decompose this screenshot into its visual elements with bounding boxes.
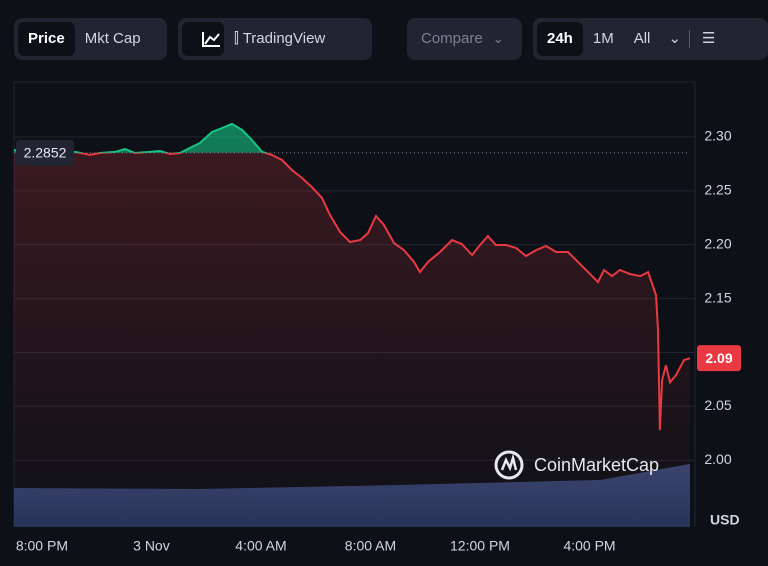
line-chart-button[interactable] [182,22,224,56]
price-line-up [13,122,269,153]
x-tick-label: 12:00 PM [450,538,510,554]
y-tick-label: 2.25 [704,182,731,198]
watermark: CoinMarketCap [494,450,659,480]
range-toggle: 24h 1M All ⌄ ☰ [533,18,768,60]
area-up [14,123,690,153]
x-tick-label: 8:00 AM [345,538,396,554]
y-tick-label: 2.30 [704,128,731,144]
divider [688,30,690,48]
range-1m-button[interactable]: 1M [592,30,614,47]
line-icon [202,32,220,47]
x-tick-label: 8:00 PM [16,538,68,554]
baseline-label: 2.2852 [24,145,67,161]
chart-style-toggle: ⫿ TradingView [178,18,372,60]
y-tick-label: 2.05 [704,397,731,413]
metric-toggle: Price Mkt Cap [14,18,167,60]
range-dropdown[interactable]: ⌄ [668,30,681,47]
last-price-tag [697,345,741,372]
baseline-tag [16,139,74,166]
compare-label: Compare [421,30,483,47]
x-tick-label: 4:00 PM [563,538,615,554]
price-line-down [23,152,691,431]
tradingview-button[interactable]: ⫿ TradingView [224,22,335,56]
y-tick-label: 2.00 [704,451,731,467]
y-tick-label: 2.10 [704,343,731,359]
area-down [14,152,690,527]
chevron: ⌄ [492,31,504,46]
watermark-text: CoinMarketCap [534,455,659,475]
range-24h-button[interactable]: 24h [537,22,583,56]
settings-button[interactable]: ☰ [701,30,716,47]
y-tick-label: 2.15 [704,289,731,305]
price-button[interactable]: Price [18,22,75,56]
currency-label: USD [710,512,740,528]
x-tick-label: 4:00 AM [235,538,286,554]
compare-dropdown[interactable]: Compare ⌄ [407,18,522,60]
range-all-button[interactable]: All [633,30,651,47]
last-price-label: 2.09 [705,350,732,366]
candle-icon: ⫿ [234,30,243,47]
mkt-cap-button[interactable]: Mkt Cap [84,30,141,47]
tradingview-label: TradingView [242,30,326,47]
x-tick-label: 3 Nov [133,538,170,554]
volume-area [14,464,690,527]
y-tick-label: 2.20 [704,235,731,251]
